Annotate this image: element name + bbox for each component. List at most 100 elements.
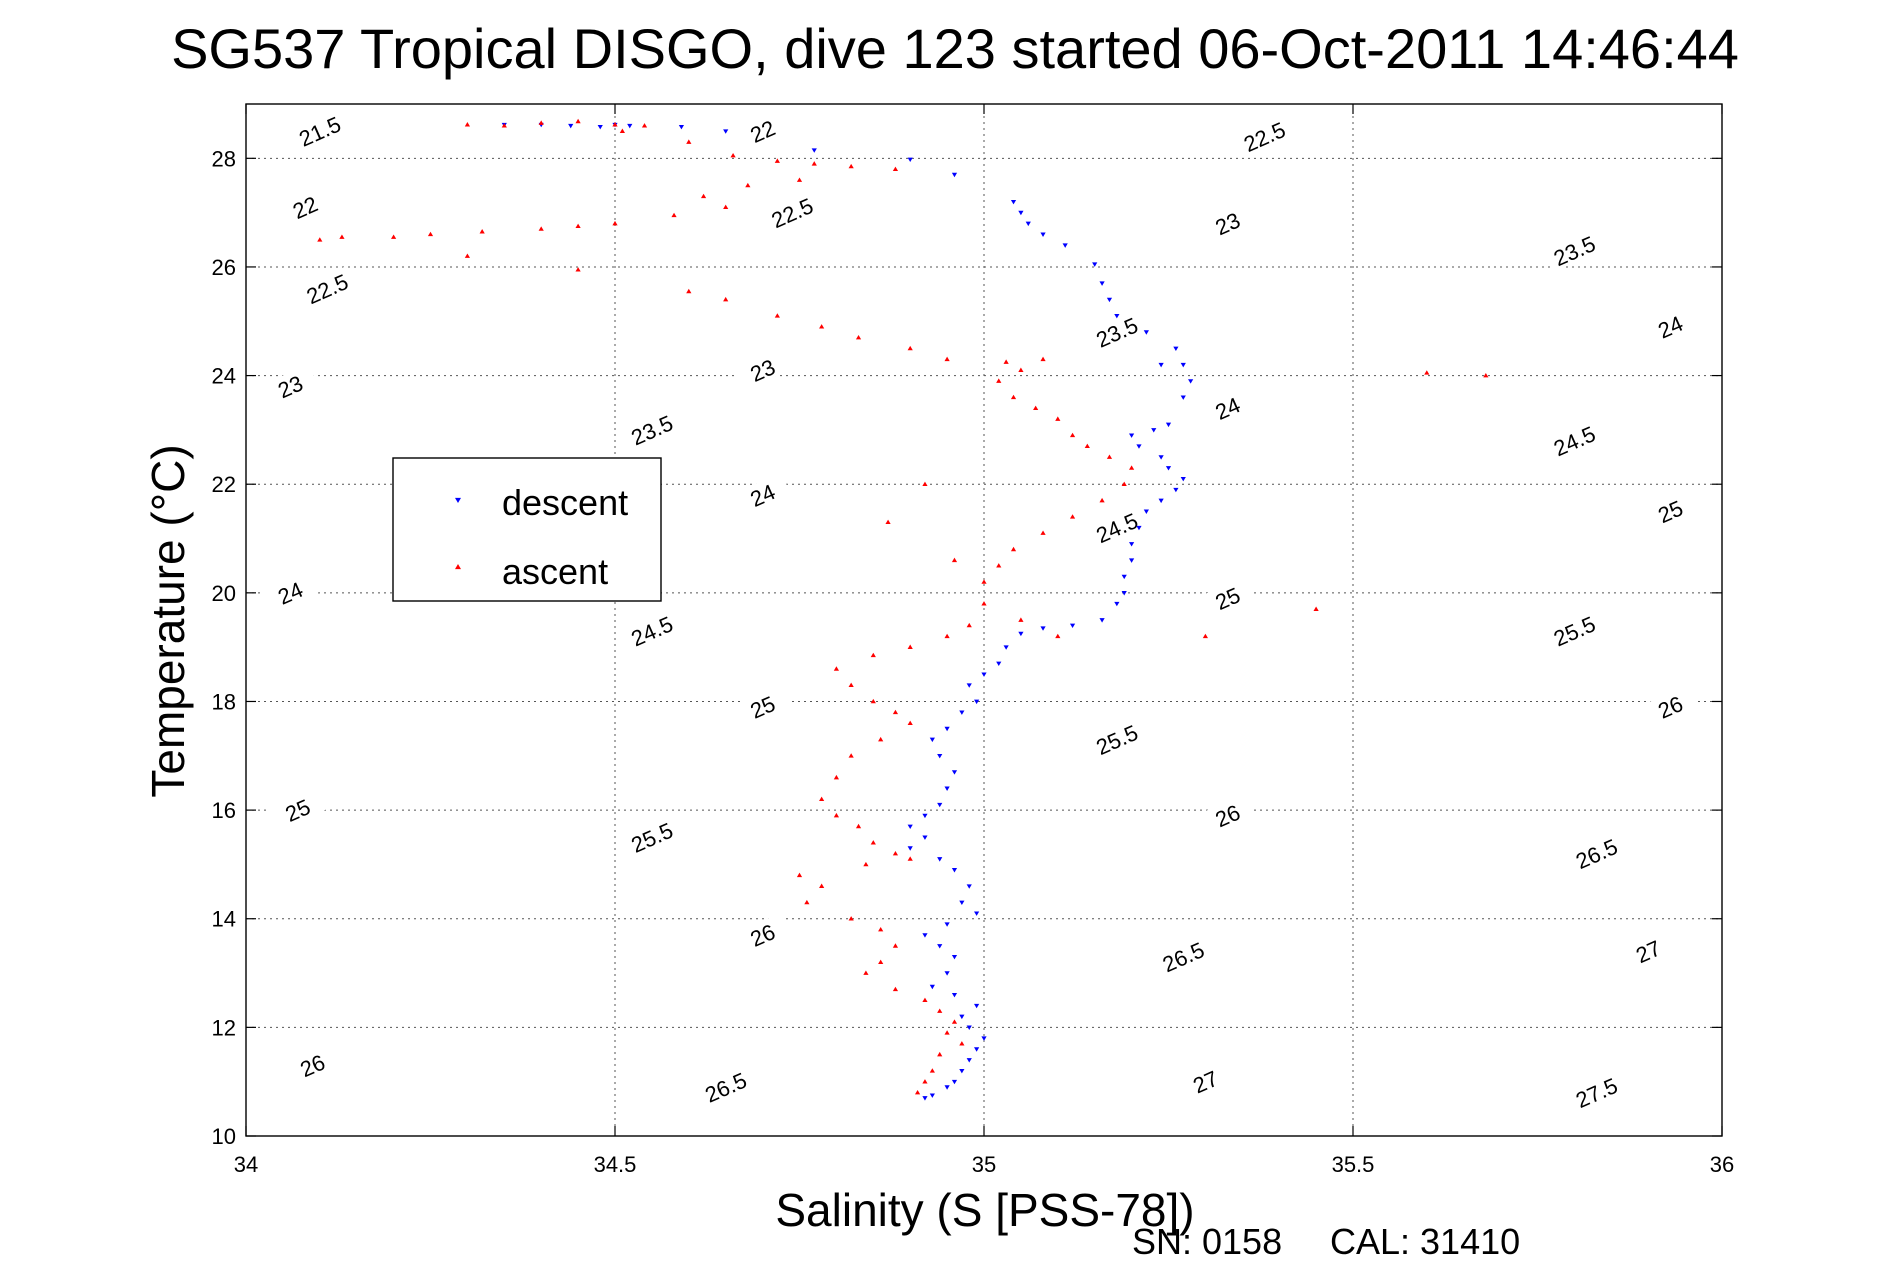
data-point-ascent xyxy=(996,378,1002,383)
data-point-ascent xyxy=(863,861,869,867)
contour-label-bg xyxy=(1567,1070,1625,1114)
y-tick-label: 12 xyxy=(212,1015,236,1040)
chart-title: SG537 Tropical DISGO, dive 123 started 0… xyxy=(171,17,1739,80)
data-point-descent xyxy=(951,1079,958,1085)
data-point-descent xyxy=(1121,574,1127,580)
contour-label-bg xyxy=(1198,201,1256,245)
data-point-descent xyxy=(1180,362,1186,368)
data-point-descent xyxy=(922,835,928,840)
data-point-ascent xyxy=(1069,432,1076,438)
y-tick-label: 10 xyxy=(212,1124,236,1149)
data-point-ascent xyxy=(391,234,397,239)
data-point-descent xyxy=(996,661,1002,667)
data-point-ascent xyxy=(922,1079,928,1084)
data-point-ascent xyxy=(870,652,876,658)
data-point-ascent xyxy=(907,345,913,351)
y-tick-label: 16 xyxy=(212,798,236,823)
contour-label-bg xyxy=(733,684,791,728)
data-point-descent xyxy=(1129,542,1135,547)
data-point-ascent xyxy=(878,959,884,965)
contour-label-bg xyxy=(1545,608,1603,652)
data-point-ascent xyxy=(944,356,950,362)
contour-label-bg xyxy=(276,184,334,228)
data-point-ascent xyxy=(819,883,825,888)
data-point-descent xyxy=(1025,221,1031,227)
data-point-descent xyxy=(678,124,685,130)
data-point-ascent xyxy=(1106,454,1113,459)
data-point-ascent xyxy=(892,850,899,856)
data-point-descent xyxy=(951,868,958,873)
data-point-ascent xyxy=(612,122,618,127)
data-point-ascent xyxy=(922,997,928,1003)
contour-label-bg xyxy=(1641,488,1699,532)
contour-label-bg xyxy=(622,608,681,652)
data-point-ascent xyxy=(1069,514,1076,519)
data-point-descent xyxy=(1143,509,1149,514)
data-series xyxy=(317,118,1489,1101)
data-point-ascent xyxy=(878,736,884,742)
data-point-ascent xyxy=(848,163,854,169)
contour-label-bg xyxy=(733,108,791,152)
data-point-ascent xyxy=(1483,372,1489,378)
data-point-descent xyxy=(907,157,913,163)
data-point-ascent xyxy=(966,622,972,628)
data-point-ascent xyxy=(686,139,692,144)
data-point-descent xyxy=(1106,297,1113,303)
data-point-ascent xyxy=(981,579,987,584)
contour-label-bg xyxy=(1235,114,1293,158)
data-point-descent xyxy=(1165,466,1172,471)
data-point-descent xyxy=(1136,444,1142,449)
data-point-ascent xyxy=(339,234,345,239)
contour-label-bg xyxy=(1641,304,1699,348)
data-point-ascent xyxy=(575,118,581,124)
data-point-descent xyxy=(944,1085,950,1090)
data-point-descent xyxy=(951,172,958,178)
data-point-descent xyxy=(1173,346,1179,352)
contour-label-bg xyxy=(1198,385,1256,429)
data-point-ascent xyxy=(1055,416,1061,421)
contour-label-bg xyxy=(1619,928,1677,972)
contour-label-bg xyxy=(1641,684,1699,728)
data-point-descent xyxy=(1188,379,1194,384)
data-point-ascent xyxy=(819,324,825,329)
data-point-ascent xyxy=(538,226,544,231)
data-point-ascent xyxy=(907,856,913,861)
data-point-ascent xyxy=(848,916,854,921)
data-point-descent xyxy=(811,148,817,153)
data-point-descent xyxy=(597,124,603,130)
y-tick-label: 14 xyxy=(212,907,236,932)
data-point-descent xyxy=(1062,243,1068,248)
data-point-ascent xyxy=(479,229,485,234)
contour-label-bg xyxy=(1087,717,1146,761)
y-axis-label: Temperature (°C) xyxy=(142,444,194,797)
contour-label-bg xyxy=(622,814,681,858)
data-point-descent xyxy=(1121,591,1127,596)
data-point-ascent xyxy=(907,644,913,649)
data-point-ascent xyxy=(804,899,810,905)
data-point-descent xyxy=(1099,618,1105,623)
data-point-descent xyxy=(951,770,958,775)
data-point-ascent xyxy=(1099,497,1105,503)
data-point-ascent xyxy=(1121,481,1127,487)
contour-label-bg xyxy=(1154,934,1212,978)
data-point-descent xyxy=(937,753,943,759)
data-point-ascent xyxy=(819,796,825,802)
data-point-ascent xyxy=(671,212,677,218)
data-point-ascent xyxy=(855,823,862,829)
contour-label-bg xyxy=(283,1042,341,1086)
data-point-ascent xyxy=(1018,617,1024,622)
data-point-ascent xyxy=(796,177,803,182)
data-point-ascent xyxy=(730,153,736,158)
data-point-ascent xyxy=(1010,546,1017,552)
data-point-descent xyxy=(929,737,935,743)
series-ascent xyxy=(317,118,1489,1095)
data-point-ascent xyxy=(959,1041,965,1046)
contour-label-bg xyxy=(261,364,319,408)
contour-label-bg xyxy=(622,407,681,451)
x-axis-label: Salinity (S [PSS-78]) xyxy=(775,1184,1194,1236)
y-tick-label: 24 xyxy=(212,364,236,389)
data-point-descent xyxy=(937,857,943,862)
data-point-ascent xyxy=(464,122,470,127)
